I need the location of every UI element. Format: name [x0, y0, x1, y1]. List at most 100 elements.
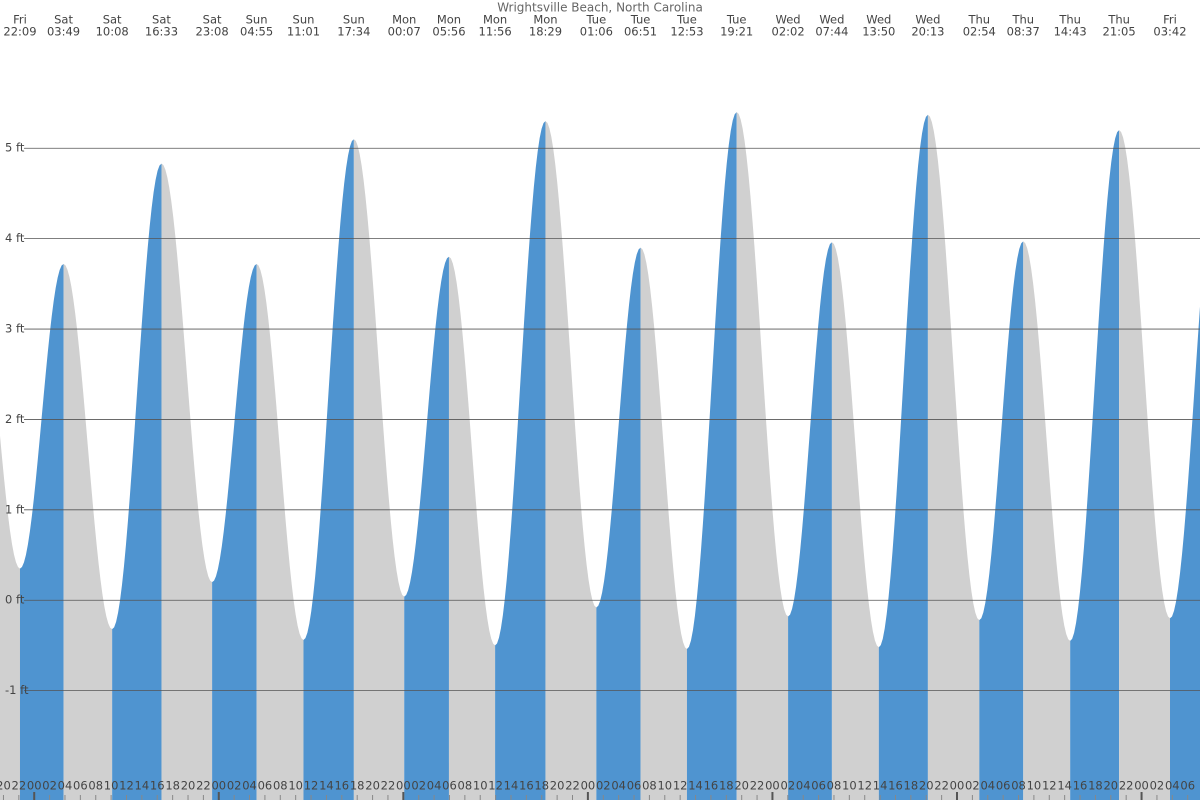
extreme-day: Sun	[246, 13, 268, 27]
x-tick-label: 06	[811, 779, 826, 793]
rising-area	[212, 263, 257, 800]
extreme-day: Tue	[586, 13, 607, 27]
extreme-day: Sat	[103, 13, 122, 27]
x-tick-label: 18	[534, 779, 549, 793]
x-tick-label: 06	[258, 779, 273, 793]
tide-area	[0, 435, 20, 800]
extreme-time: 10:08	[96, 25, 129, 39]
x-tick-label: 12	[119, 779, 134, 793]
x-tick-label: 14	[319, 779, 334, 793]
x-tick-label: 10	[473, 779, 488, 793]
extreme-time: 23:08	[196, 25, 229, 39]
x-tick-label: 08	[88, 779, 103, 793]
extreme-day: Mon	[437, 13, 461, 27]
x-tick-label: 20	[181, 779, 196, 793]
x-tick-label: 20	[365, 779, 380, 793]
x-tick-label: 04	[427, 779, 442, 793]
extreme-time: 07:44	[815, 25, 848, 39]
x-tick-label: 00	[396, 779, 411, 793]
falling-area	[640, 247, 687, 800]
falling-area	[63, 263, 113, 800]
x-tick-label: 10	[1027, 779, 1042, 793]
extreme-day: Wed	[915, 13, 940, 27]
extreme-time: 04:55	[240, 25, 273, 39]
rising-area	[878, 114, 928, 800]
extreme-day: Mon	[392, 13, 416, 27]
extreme-day: Fri	[13, 13, 27, 27]
falling-area	[1119, 130, 1171, 800]
x-tick-label: 22	[750, 779, 765, 793]
x-tick-label: 06	[627, 779, 642, 793]
y-tick-label: 3 ft	[5, 322, 25, 336]
x-tick-label: 18	[350, 779, 365, 793]
extreme-day: Tue	[630, 13, 651, 27]
x-tick-label: 20	[734, 779, 749, 793]
falling-area	[545, 121, 597, 800]
x-tick-label: 16	[150, 779, 165, 793]
x-tick-label: 00	[765, 779, 780, 793]
extreme-time: 11:01	[287, 25, 320, 39]
x-tick-label: 08	[273, 779, 288, 793]
rising-area	[495, 121, 546, 800]
x-tick-label: 14	[1057, 779, 1072, 793]
x-tick-label: 06	[442, 779, 457, 793]
x-tick-label: 22	[381, 779, 396, 793]
x-tick-label: 16	[888, 779, 903, 793]
y-tick-label: 2 ft	[5, 412, 25, 426]
y-tick-label: 1 ft	[5, 502, 25, 516]
extreme-day: Tue	[676, 13, 697, 27]
extreme-day: Sat	[203, 13, 222, 27]
falling-area	[448, 256, 496, 800]
x-tick-label: 14	[688, 779, 703, 793]
extreme-time: 17:34	[337, 25, 370, 39]
x-tick-label: 06	[1180, 779, 1195, 793]
extreme-time: 20:13	[911, 25, 944, 39]
x-tick-label: 12	[304, 779, 319, 793]
extreme-day: Mon	[533, 13, 557, 27]
x-tick-label: 16	[334, 779, 349, 793]
x-tick-label: 02	[781, 779, 796, 793]
extreme-day: Sun	[293, 13, 315, 27]
x-tick-label: 00	[1134, 779, 1149, 793]
tide-area	[1170, 306, 1200, 800]
x-tick-label: 06	[996, 779, 1011, 793]
x-tick-label: 02	[596, 779, 611, 793]
y-tick-label: 4 ft	[5, 231, 25, 245]
x-tick-label: 20	[0, 779, 11, 793]
extreme-time: 00:07	[388, 25, 421, 39]
x-tick-label: 12	[673, 779, 688, 793]
x-tick-label: 20	[550, 779, 565, 793]
extreme-day: Wed	[866, 13, 891, 27]
y-tick-label: 5 ft	[5, 141, 25, 155]
extreme-time: 18:29	[529, 25, 562, 39]
extreme-time: 19:21	[720, 25, 753, 39]
x-tick-label: 10	[657, 779, 672, 793]
x-tick-label: 02	[1150, 779, 1165, 793]
extreme-day: Sat	[54, 13, 73, 27]
x-tick-label: 00	[211, 779, 226, 793]
x-tick-label: 20	[1103, 779, 1118, 793]
extreme-time: 12:53	[670, 25, 703, 39]
extreme-time: 21:05	[1103, 25, 1136, 39]
extreme-day: Thu	[1107, 13, 1130, 27]
x-tick-label: 16	[704, 779, 719, 793]
rising-area	[1070, 130, 1120, 800]
x-tick-label: 02	[411, 779, 426, 793]
x-tick-label: 04	[242, 779, 257, 793]
extreme-time: 14:43	[1054, 25, 1087, 39]
x-tick-label: 08	[827, 779, 842, 793]
x-tick-label: 08	[642, 779, 657, 793]
extreme-day: Wed	[776, 13, 801, 27]
y-tick-label: -1 ft	[5, 683, 29, 697]
x-tick-label: 18	[1088, 779, 1103, 793]
extreme-time: 02:54	[963, 25, 996, 39]
rising-area	[404, 256, 449, 800]
x-tick-label: 04	[611, 779, 626, 793]
extreme-day: Thu	[1011, 13, 1034, 27]
x-tick-label: 20	[919, 779, 934, 793]
falling-area	[736, 112, 789, 800]
rising-area	[112, 163, 162, 800]
x-tick-label: 10	[842, 779, 857, 793]
falling-area	[256, 263, 304, 800]
